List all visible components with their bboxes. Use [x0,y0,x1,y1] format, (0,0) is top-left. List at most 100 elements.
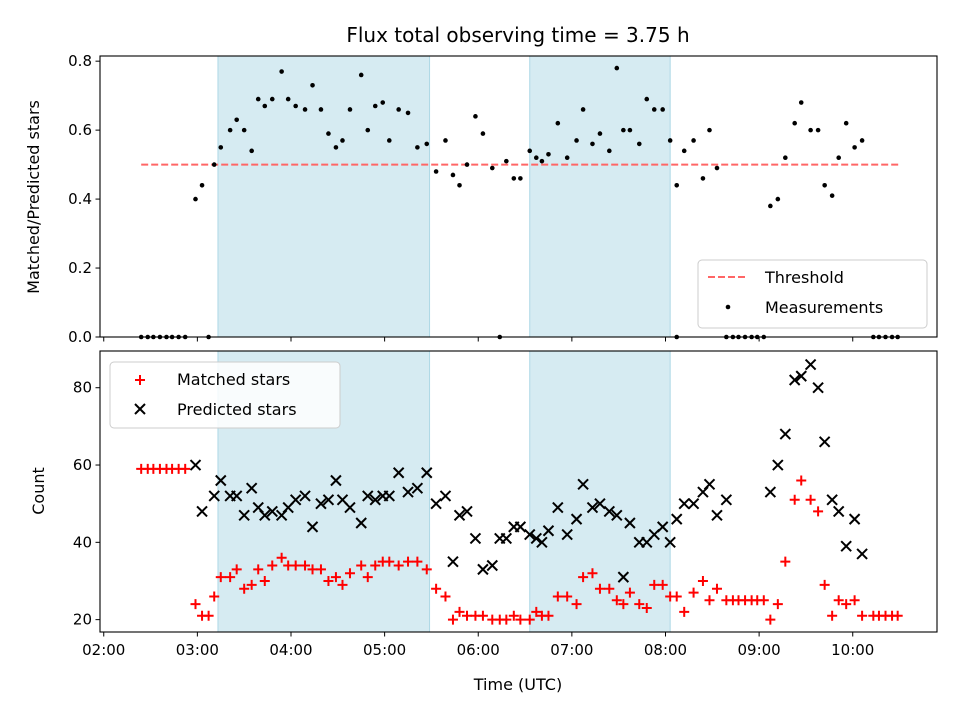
x-tick-label: 04:00 [269,641,312,659]
measurement-point [539,158,545,164]
matched-star-marker [611,595,622,606]
measurement-point [597,131,603,136]
measurement-point [302,107,308,112]
matched-star-marker [634,599,645,610]
measurement-point [310,83,315,88]
matched-star-marker [267,560,278,571]
predicted-star-marker [259,509,271,521]
top-legend-box [697,259,928,329]
predicted-star-marker [818,436,831,448]
predicted-star-marker [411,482,424,494]
shaded-interval [217,55,431,338]
measurement-point [193,196,198,202]
measurement-point [433,169,439,174]
measurement-point [396,107,401,112]
matched-star-marker [531,606,542,617]
predicted-star-marker [720,494,733,506]
x-tick-label: 06:00 [457,641,500,659]
measurement-point [580,107,586,112]
predicted-star-marker [330,474,342,487]
measurement-point [768,203,773,209]
predicted-star-marker [804,358,817,371]
matched-star-marker [827,610,838,621]
measurement-point [443,138,448,143]
top-y-tick-label: 0.6 [68,121,92,139]
matched-star-marker [524,614,535,625]
matched-star-marker [679,606,690,617]
measurement-point [511,176,517,181]
predicted-star-marker [514,521,527,533]
x-axis-label: Time (UTC) [473,675,562,694]
matched-star-marker [462,610,473,621]
predicted-star-marker [795,370,807,382]
measurement-point [614,65,620,71]
predicted-star-marker [678,497,690,510]
measurement-point [457,182,462,188]
measurement-point [489,165,495,171]
x-tick-label: 02:00 [82,641,125,659]
predicted-star-marker [355,517,367,529]
predicted-star-marker [840,540,852,552]
predicted-star-marker [664,536,676,549]
predicted-star-marker [469,532,482,545]
predicted-star-marker [299,490,311,502]
matched-star-marker [384,556,395,567]
measurement-point [380,100,386,105]
matched-star-marker [789,494,800,505]
measurement-point [852,145,857,150]
matched-star-marker [649,579,660,590]
predicted-star-marker [764,486,777,498]
measurement-point [691,138,696,143]
top-y-tick-label: 0.8 [68,52,92,70]
predicted-star-marker [461,505,473,518]
bottom-y-axis-label: Count [29,467,48,515]
legend-predicted-swatch [134,403,146,415]
predicted-star-marker [369,494,381,506]
measurement-point [318,107,324,112]
x-tick-label: 03:00 [176,641,219,659]
measurement-point [667,138,673,143]
measurement-point [775,196,781,202]
measurement-point [700,176,706,181]
predicted-star-marker [196,505,208,518]
x-tick-label: 05:00 [363,641,406,659]
top-y-tick-label: 0.4 [68,190,92,208]
predicted-star-marker [245,482,258,494]
measurement-point [504,158,509,164]
matched-star-marker [225,572,236,583]
measurement-point [333,145,339,150]
matched-star-marker [330,572,341,583]
measurement-point [843,120,849,126]
bottom-axes-frame [99,350,938,633]
predicted-star-marker [315,497,327,510]
measurement-point [234,117,239,123]
predicted-star-marker [594,497,606,510]
matched-star-marker [578,572,589,583]
bottom-y-tick-label: 40 [73,533,92,551]
legend-predicted-label: Predicted stars [177,400,297,419]
measurement-point [607,148,612,154]
measurement-point [792,120,797,126]
predicted-star-marker [848,513,861,525]
matched-star-marker [758,595,769,606]
predicted-star-marker [788,374,801,386]
predicted-star-marker [500,532,513,545]
matched-star-marker [239,583,250,594]
predicted-star-marker [711,509,723,521]
predicted-star-marker [577,478,589,491]
predicted-star-marker [322,494,335,506]
measurement-point [651,107,657,112]
predicted-star-marker [344,501,356,514]
matched-star-marker [290,560,301,571]
predicted-star-marker [306,521,319,533]
measurement-point [218,145,224,150]
top-y-tick-label: 0.2 [68,259,92,277]
measurement-point [269,96,275,102]
legend-measurements-swatch [725,304,731,310]
matched-star-marker [833,595,844,606]
matched-star-marker [440,591,451,602]
axes-frames [99,55,938,633]
measurement-point [707,127,712,133]
predicted-star-marker [439,490,452,502]
predicted-star-marker [430,497,442,510]
